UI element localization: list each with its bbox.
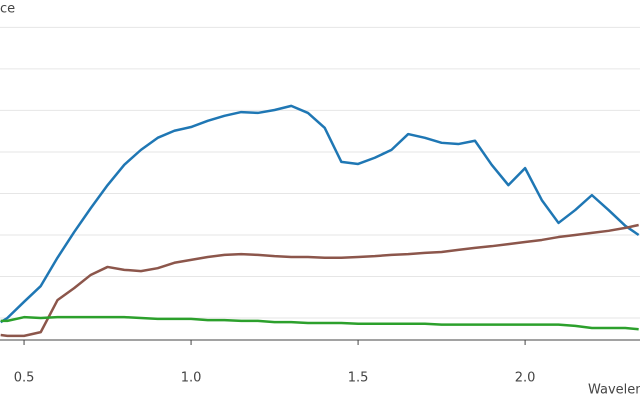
x-tick-label: 1.5 — [348, 371, 369, 386]
x-tick-label: 0.5 — [14, 371, 35, 386]
x-tick-label: 1.0 — [181, 371, 202, 386]
series-line — [0, 315, 639, 331]
x-axis-label: Wavelen — [588, 383, 640, 398]
series-line — [0, 104, 640, 324]
y-axis-label: ce — [0, 2, 15, 17]
x-tick-label: 2.0 — [515, 371, 536, 386]
series-line — [0, 223, 639, 338]
